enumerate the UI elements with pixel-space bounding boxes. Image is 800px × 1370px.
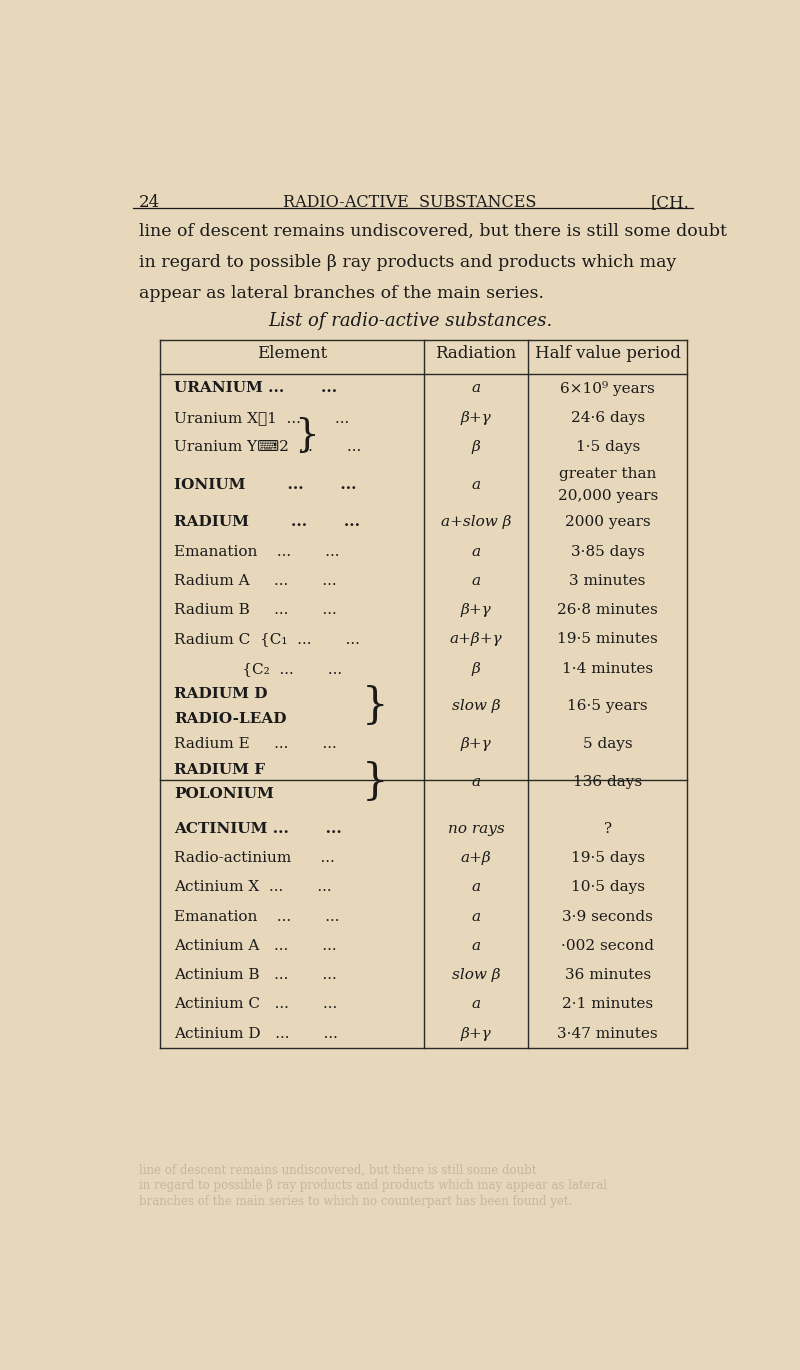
Text: 3·9 seconds: 3·9 seconds	[562, 910, 653, 923]
Text: in regard to possible β ray products and products which may appear as lateral: in regard to possible β ray products and…	[138, 1180, 606, 1192]
Text: Radium B     ...       ...: Radium B ... ...	[174, 603, 337, 618]
Text: 19·5 days: 19·5 days	[570, 851, 645, 866]
Text: 24: 24	[138, 193, 160, 211]
Text: β+γ: β+γ	[461, 737, 491, 751]
Text: β: β	[471, 662, 480, 675]
Text: Actinium D   ...       ...: Actinium D ... ...	[174, 1026, 338, 1041]
Text: greater than: greater than	[559, 467, 656, 481]
Text: Actinium C   ...       ...: Actinium C ... ...	[174, 997, 338, 1011]
Text: a: a	[471, 545, 481, 559]
Text: 26·8 minutes: 26·8 minutes	[558, 603, 658, 618]
Text: a: a	[471, 910, 481, 923]
Text: 3·47 minutes: 3·47 minutes	[558, 1026, 658, 1041]
Text: 19·5 minutes: 19·5 minutes	[558, 633, 658, 647]
Text: 24·6 days: 24·6 days	[570, 411, 645, 425]
Text: a: a	[471, 938, 481, 954]
Text: 3 minutes: 3 minutes	[570, 574, 646, 588]
Text: ACTINIUM ...       ...: ACTINIUM ... ...	[174, 822, 342, 836]
Text: ·002 second: ·002 second	[561, 938, 654, 954]
Text: Actinium X  ...       ...: Actinium X ... ...	[174, 881, 332, 895]
Text: a: a	[471, 478, 481, 492]
Text: a: a	[471, 574, 481, 588]
Text: a+β: a+β	[461, 851, 491, 866]
Text: Half value period: Half value period	[534, 345, 681, 362]
Text: Emanation    ...       ...: Emanation ... ...	[174, 910, 340, 923]
Text: 6×10⁹ years: 6×10⁹ years	[560, 381, 655, 396]
Text: [CH.: [CH.	[650, 193, 689, 211]
Text: 136 days: 136 days	[573, 775, 642, 789]
Text: RADIO-LEAD: RADIO-LEAD	[174, 712, 287, 726]
Text: 2000 years: 2000 years	[565, 515, 650, 529]
Text: Radium A     ...       ...: Radium A ... ...	[174, 574, 337, 588]
Text: line of descent remains undiscovered, but there is still some doubt: line of descent remains undiscovered, bu…	[138, 223, 726, 240]
Text: }: }	[362, 685, 389, 727]
Text: 2·1 minutes: 2·1 minutes	[562, 997, 653, 1011]
Text: POLONIUM: POLONIUM	[174, 788, 274, 801]
Text: }: }	[294, 416, 318, 453]
Text: slow β: slow β	[451, 700, 500, 714]
Text: a: a	[471, 997, 481, 1011]
Text: {C₂  ...       ...: {C₂ ... ...	[174, 662, 342, 675]
Text: Radium E     ...       ...: Radium E ... ...	[174, 737, 337, 751]
Text: RADIO-ACTIVE  SUBSTANCES: RADIO-ACTIVE SUBSTANCES	[283, 193, 537, 211]
Text: List of radio-active substances.: List of radio-active substances.	[268, 312, 552, 330]
Text: β+γ: β+γ	[461, 1026, 491, 1041]
Text: branches of the main series to which no counterpart has been found yet.: branches of the main series to which no …	[138, 1195, 572, 1208]
Text: Emanation    ...       ...: Emanation ... ...	[174, 545, 340, 559]
Text: Element: Element	[257, 345, 327, 362]
Text: Radio-actinium      ...: Radio-actinium ...	[174, 851, 335, 866]
Text: slow β: slow β	[451, 969, 500, 982]
Text: no rays: no rays	[447, 822, 504, 836]
Text: Actinium B   ...       ...: Actinium B ... ...	[174, 969, 337, 982]
Text: β+γ: β+γ	[461, 603, 491, 618]
Text: 5 days: 5 days	[583, 737, 633, 751]
Text: RADIUM F: RADIUM F	[174, 763, 266, 777]
Text: Uranium Y⌨2  ...       ...: Uranium Y⌨2 ... ...	[174, 440, 362, 453]
Text: in regard to possible β ray products and products which may: in regard to possible β ray products and…	[138, 253, 676, 271]
Text: a: a	[471, 775, 481, 789]
Text: line of descent remains undiscovered, but there is still some doubt: line of descent remains undiscovered, bu…	[138, 1164, 536, 1177]
Text: Radium C  {C₁  ...       ...: Radium C {C₁ ... ...	[174, 633, 360, 647]
Text: 1·4 minutes: 1·4 minutes	[562, 662, 653, 675]
Text: appear as lateral branches of the main series.: appear as lateral branches of the main s…	[138, 285, 544, 301]
Text: Radiation: Radiation	[435, 345, 517, 362]
Text: IONIUM        ...       ...: IONIUM ... ...	[174, 478, 357, 492]
Text: RADIUM        ...       ...: RADIUM ... ...	[174, 515, 360, 529]
Text: Actinium A   ...       ...: Actinium A ... ...	[174, 938, 337, 954]
Text: ?: ?	[603, 822, 612, 836]
Text: 16·5 years: 16·5 years	[567, 700, 648, 714]
Text: a: a	[471, 881, 481, 895]
Text: β+γ: β+γ	[461, 411, 491, 425]
Text: a+slow β: a+slow β	[441, 515, 511, 529]
Text: 3·85 days: 3·85 days	[570, 545, 645, 559]
Text: }: }	[362, 760, 389, 803]
Text: RADIUM D: RADIUM D	[174, 688, 268, 701]
Text: 20,000 years: 20,000 years	[558, 489, 658, 503]
Text: β: β	[471, 440, 480, 453]
Text: a: a	[471, 381, 481, 396]
Text: a+β+γ: a+β+γ	[450, 633, 502, 647]
Text: 10·5 days: 10·5 days	[570, 881, 645, 895]
Text: 36 minutes: 36 minutes	[565, 969, 650, 982]
Text: Uranium X⌧1  ...       ...: Uranium X⌧1 ... ...	[174, 411, 350, 425]
Text: URANIUM ...       ...: URANIUM ... ...	[174, 381, 338, 396]
Text: 1·5 days: 1·5 days	[575, 440, 640, 453]
